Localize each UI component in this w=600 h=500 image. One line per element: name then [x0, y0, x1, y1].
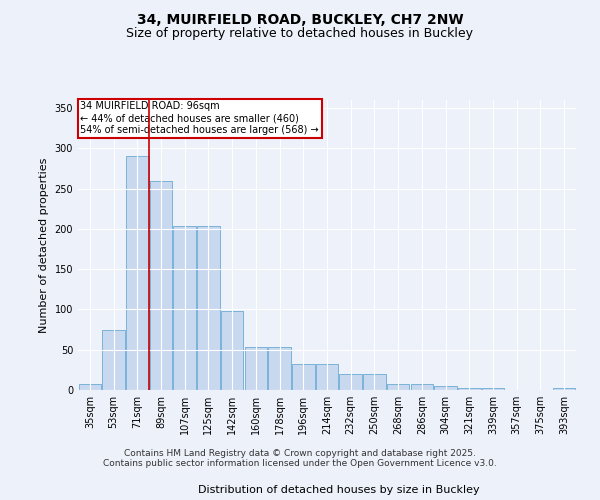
Bar: [221, 311, 244, 390]
Bar: [268, 348, 291, 390]
Bar: [553, 388, 575, 390]
Text: Size of property relative to detached houses in Buckley: Size of property relative to detached ho…: [127, 28, 473, 40]
Text: Distribution of detached houses by size in Buckley: Distribution of detached houses by size …: [198, 485, 480, 495]
Bar: [150, 180, 172, 390]
Bar: [482, 388, 504, 390]
Bar: [197, 226, 220, 390]
Text: 34, MUIRFIELD ROAD, BUCKLEY, CH7 2NW: 34, MUIRFIELD ROAD, BUCKLEY, CH7 2NW: [137, 12, 463, 26]
Bar: [173, 226, 196, 390]
Bar: [245, 348, 267, 390]
Bar: [292, 364, 314, 390]
Bar: [126, 156, 149, 390]
Bar: [79, 384, 101, 390]
Bar: [458, 388, 481, 390]
Bar: [316, 364, 338, 390]
Bar: [387, 384, 409, 390]
Bar: [410, 384, 433, 390]
Bar: [340, 374, 362, 390]
Text: 34 MUIRFIELD ROAD: 96sqm
← 44% of detached houses are smaller (460)
54% of semi-: 34 MUIRFIELD ROAD: 96sqm ← 44% of detach…: [80, 102, 319, 134]
Y-axis label: Number of detached properties: Number of detached properties: [39, 158, 49, 332]
Text: Contains HM Land Registry data © Crown copyright and database right 2025.: Contains HM Land Registry data © Crown c…: [124, 448, 476, 458]
Bar: [363, 374, 386, 390]
Text: Contains public sector information licensed under the Open Government Licence v3: Contains public sector information licen…: [103, 458, 497, 468]
Bar: [103, 330, 125, 390]
Bar: [434, 386, 457, 390]
